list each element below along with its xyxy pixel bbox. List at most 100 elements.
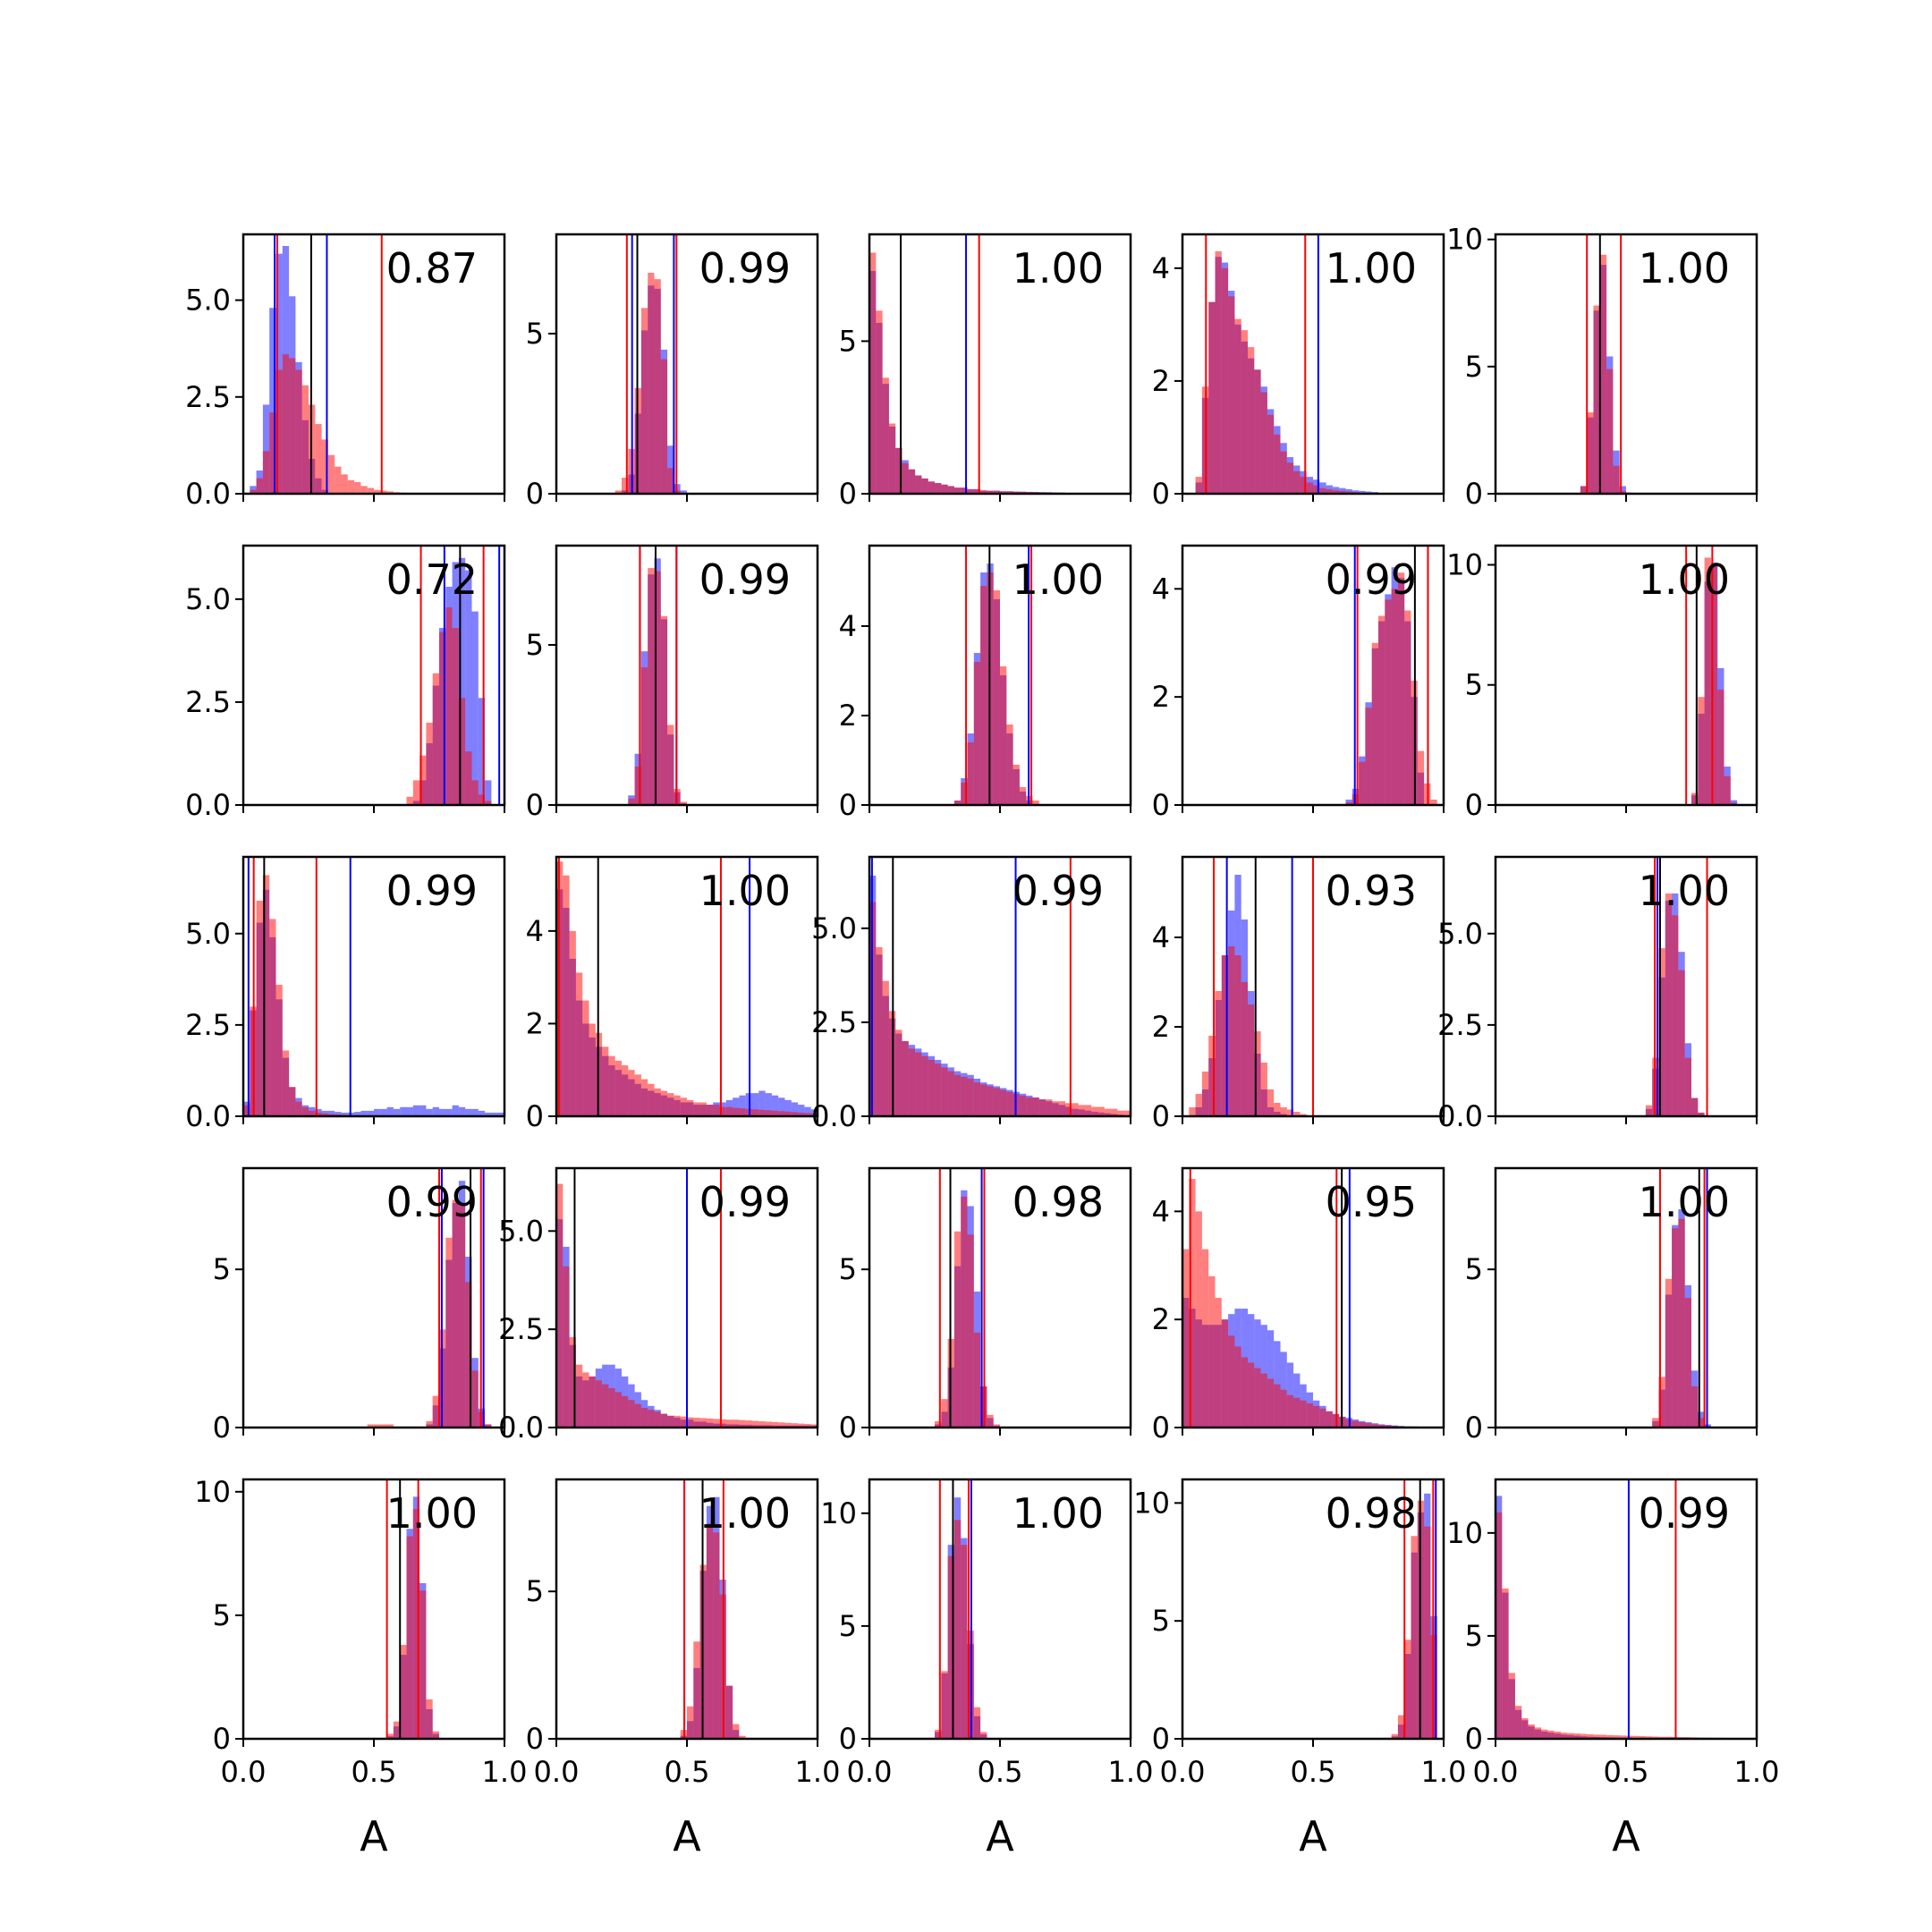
red-bar: [882, 377, 889, 494]
corner-value-label: 1.00: [1326, 244, 1417, 292]
red-bar: [1234, 318, 1241, 494]
red-bar: [935, 1063, 942, 1116]
red-bar: [1280, 451, 1287, 494]
red-bar: [295, 1101, 302, 1116]
red-bar: [478, 794, 486, 805]
red-bar: [275, 369, 283, 494]
red-bar: [1397, 572, 1405, 805]
blue-bar: [1267, 1330, 1275, 1428]
blue-bar: [426, 1108, 433, 1116]
red-bar: [804, 1113, 811, 1117]
red-bar: [961, 487, 968, 494]
blue-bar: [791, 1102, 799, 1116]
red-bar: [810, 1424, 818, 1428]
subplot-1-5: 0 5 10 1.00: [1446, 223, 1758, 511]
red-bar: [1652, 1736, 1659, 1739]
red-bar: [1371, 642, 1378, 805]
red-bar: [908, 469, 916, 494]
red-bar: [1371, 1424, 1378, 1428]
red-bar: [602, 1384, 609, 1428]
red-bar: [1006, 491, 1013, 494]
y-tick-label: 0: [526, 1722, 544, 1756]
red-bar: [1000, 1089, 1007, 1116]
corner-value-label: 1.00: [699, 1489, 791, 1538]
corner-value-label: 1.00: [386, 1489, 478, 1538]
red-bar: [1691, 1097, 1699, 1116]
red-bar: [1710, 564, 1718, 805]
red-bar: [628, 1400, 635, 1428]
red-bar: [1645, 1736, 1653, 1739]
red-bar: [993, 490, 1000, 494]
red-bar: [660, 1413, 668, 1428]
blue-bar: [798, 1105, 805, 1116]
red-bar: [784, 1111, 792, 1116]
red-bar: [1221, 267, 1229, 494]
corner-value-label: 1.00: [1013, 555, 1104, 604]
corner-value-label: 0.99: [699, 555, 791, 604]
corner-value-label: 0.99: [1013, 867, 1104, 915]
red-bar: [1678, 1218, 1685, 1428]
red-bar: [309, 1110, 316, 1116]
red-bar: [347, 479, 355, 494]
y-tick-label: 0: [526, 477, 544, 511]
red-bar: [1359, 761, 1366, 805]
red-bar: [1658, 1377, 1665, 1428]
red-bar: [1038, 1099, 1046, 1116]
red-bar: [1228, 946, 1235, 1116]
y-tick-label: 0.0: [185, 1099, 231, 1133]
red-bar: [426, 1699, 433, 1739]
red-bar: [1123, 1110, 1131, 1116]
red-bar: [973, 1707, 981, 1739]
corner-value-label: 1.00: [1013, 244, 1104, 292]
blue-bar: [360, 1110, 368, 1116]
blue-bar: [1619, 486, 1626, 494]
red-bar: [928, 1059, 935, 1116]
red-bar: [243, 1105, 250, 1116]
red-bar: [967, 1234, 974, 1428]
subplot-2-2: 050.99: [526, 544, 819, 822]
blue-bar: [458, 1106, 466, 1116]
subplot-4-5: 051.00: [1465, 1166, 1758, 1445]
red-bar: [360, 486, 368, 494]
corner-value-label: 1.00: [1013, 1489, 1104, 1538]
red-bar: [882, 980, 889, 1116]
blue-bar: [733, 1097, 740, 1116]
x-tick-label: 0.5: [978, 1755, 1023, 1789]
red-bar: [935, 1420, 942, 1428]
red-bar: [321, 1113, 328, 1116]
blue-bar: [465, 570, 472, 805]
red-bar: [1052, 1101, 1059, 1116]
red-bar: [876, 946, 883, 1116]
red-bar: [1326, 1411, 1333, 1428]
red-bar: [602, 1046, 609, 1116]
red-bar: [289, 1087, 296, 1116]
red-bar: [289, 358, 296, 494]
red-bar: [1730, 802, 1738, 805]
red-bar: [315, 1112, 322, 1116]
red-bar: [935, 483, 942, 494]
red-bar: [648, 1410, 655, 1428]
red-bar: [778, 1111, 785, 1116]
red-bar: [987, 490, 994, 494]
red-bar: [1274, 434, 1281, 494]
blue-bar: [393, 1108, 401, 1116]
red-bar: [967, 488, 974, 494]
y-tick-label: 0: [839, 477, 857, 511]
x-tick-label: 0.5: [352, 1755, 397, 1789]
red-bar: [1385, 599, 1392, 805]
blue-bar: [491, 1112, 498, 1116]
red-bar: [765, 1421, 772, 1428]
red-bar: [1046, 1099, 1053, 1116]
red-bar: [778, 1422, 785, 1428]
red-bar: [674, 1415, 681, 1428]
x-tick-label: 0.0: [221, 1755, 267, 1789]
red-bar: [321, 439, 328, 494]
y-tick-label: 0.0: [185, 788, 231, 822]
red-bar: [465, 1282, 472, 1428]
blue-bar: [335, 1112, 342, 1116]
red-bar: [432, 1731, 439, 1739]
red-bar: [1587, 412, 1594, 494]
red-bar: [1632, 1735, 1640, 1739]
red-bar: [967, 1078, 974, 1116]
red-bar: [1599, 1734, 1607, 1739]
